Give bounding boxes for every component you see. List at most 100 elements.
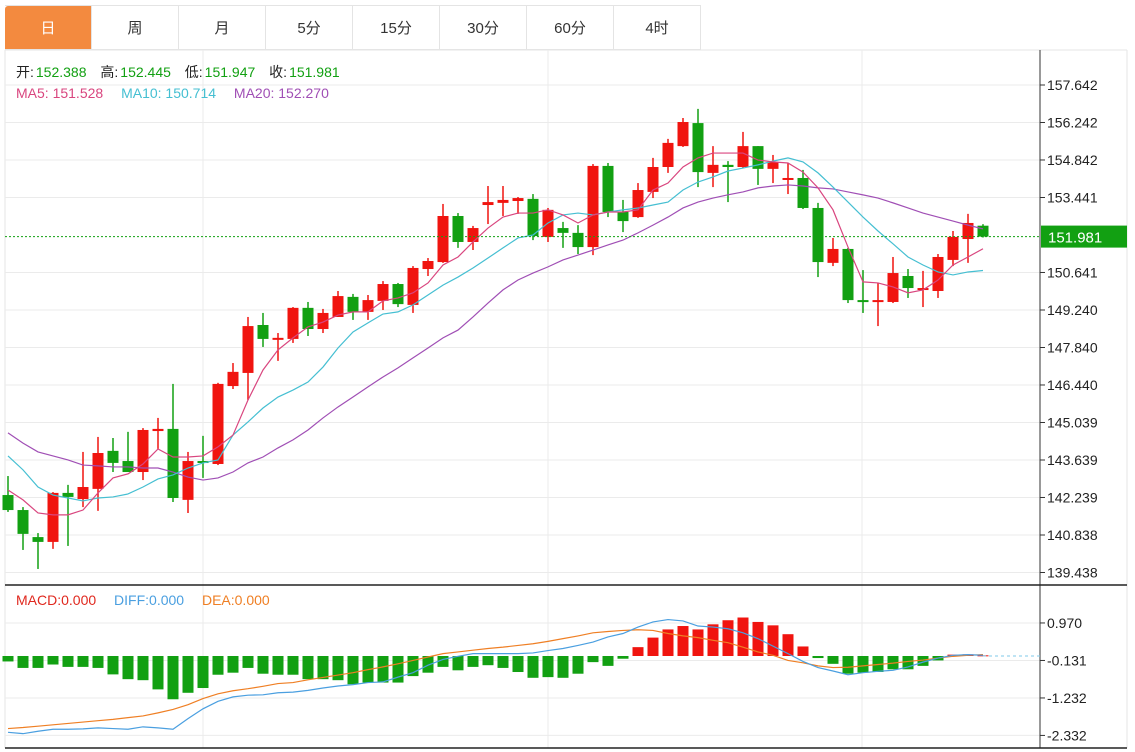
candle-body [707,164,719,173]
price-tick-label: 157.642 [1047,77,1098,93]
macd-bar [587,656,599,663]
macd-bar [902,656,914,670]
tab-3[interactable]: 5分 [266,6,353,49]
candle-body [212,383,224,464]
candle-body [257,324,269,339]
macd-bar [782,634,794,656]
candle [737,131,749,169]
macd-bar [572,656,584,674]
macd-bar [737,617,749,656]
candle [197,435,209,478]
candle [797,169,809,210]
macd-bar [692,629,704,656]
candle-body [437,216,449,263]
open-label: 开: [16,64,34,80]
candle [782,162,794,195]
price-tick-label: 153.441 [1047,190,1098,206]
tab-2[interactable]: 月 [179,6,266,49]
candle [572,225,584,255]
candle [242,316,254,400]
candle-body [317,312,329,330]
candle-body [962,222,974,240]
high-value: 152.445 [120,64,171,80]
candle [902,269,914,298]
macd-bar [152,656,164,690]
candle-body [782,177,794,180]
macd-legend-value: MACD:0.000 [16,592,97,608]
tab-1[interactable]: 周 [92,6,179,49]
candle-body [407,267,419,305]
close-value: 151.981 [289,64,340,80]
tab-7[interactable]: 4时 [614,6,701,49]
candle [917,270,929,308]
tab-5[interactable]: 30分 [440,6,527,49]
macd-bar [317,656,329,680]
candle [347,293,359,320]
macd-bar [287,656,299,675]
candle [662,138,674,173]
candle [407,266,419,313]
candle [362,295,374,320]
candle-body [902,275,914,289]
price-tick-label: 142.239 [1047,489,1098,505]
macd-bar [677,626,689,656]
candle [152,417,164,449]
ma5-legend: MA5: 151.528 [16,85,104,101]
macd-bar [422,656,434,673]
candle-body [617,211,629,222]
candle-body [137,429,149,473]
candle-body [77,487,89,500]
last-price-label: 151.981 [1048,230,1102,247]
candle [977,224,989,238]
candle-body [182,461,194,500]
candle-body [2,495,14,511]
macd-bar [17,656,29,668]
candle [677,117,689,147]
macd-bar [857,656,869,673]
candle [932,254,944,298]
macd-tick-label: -0.131 [1047,652,1087,668]
candle [872,282,884,327]
candle-body [92,453,104,489]
close-label: 收: [269,64,288,80]
price-tick-label: 154.842 [1047,152,1098,168]
ma5-line [7,152,984,516]
candle [647,157,659,199]
candle-body [572,232,584,248]
candle [257,312,269,347]
macd-bar [212,656,224,675]
candle [842,247,854,304]
candle-body [632,190,644,218]
candle-body [482,202,494,206]
period-tabs: 日周月 5分 15分 30分 60分 4时 [5,5,701,50]
candle [617,199,629,233]
candle-body [512,198,524,202]
price-tick-label: 156.242 [1047,114,1098,130]
macd-bar [257,656,269,674]
dea-line [7,629,984,730]
macd-bar [812,656,824,659]
candle-body [347,296,359,312]
tab-4[interactable]: 15分 [353,6,440,49]
macd-bar [542,656,554,678]
tab-0[interactable]: 日 [5,6,92,49]
macd-bar [122,656,134,680]
macd-bar [797,646,809,656]
candle [77,451,89,508]
macd-tick-label: -1.232 [1047,690,1087,706]
candle-body [872,300,884,303]
candle-body [767,161,779,169]
macd-bar [107,656,119,675]
candle-body [722,164,734,167]
candle [752,146,764,185]
macd-bar [197,656,209,689]
macd-bar [272,656,284,675]
candle-body [917,288,929,291]
macd-bar [377,656,389,683]
price-tick-label: 143.639 [1047,452,1098,468]
macd-bar [452,656,464,671]
price-tick-label: 140.838 [1047,527,1098,543]
tab-6[interactable]: 60分 [527,6,614,49]
macd-bar [602,656,614,666]
